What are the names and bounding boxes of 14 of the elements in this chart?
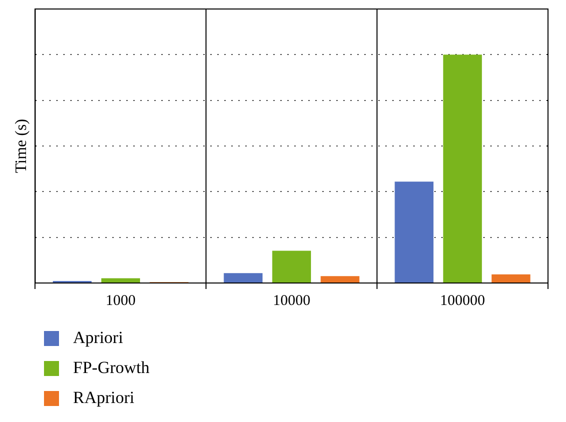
x-tick-label: 1000 (106, 292, 136, 309)
y-axis-title: Time (s) (12, 118, 30, 174)
legend-label: FP-Growth (73, 358, 150, 378)
bar (443, 54, 482, 282)
x-tick-label: 10000 (272, 292, 310, 309)
legend-label: Apriori (73, 328, 124, 348)
legend-label: RApriori (73, 388, 134, 408)
bar (101, 278, 140, 282)
x-tick-label: 100000 (440, 292, 486, 309)
bar (394, 182, 434, 282)
bar (492, 274, 530, 282)
bar (320, 276, 360, 282)
bar (272, 250, 311, 282)
bar (224, 273, 263, 282)
